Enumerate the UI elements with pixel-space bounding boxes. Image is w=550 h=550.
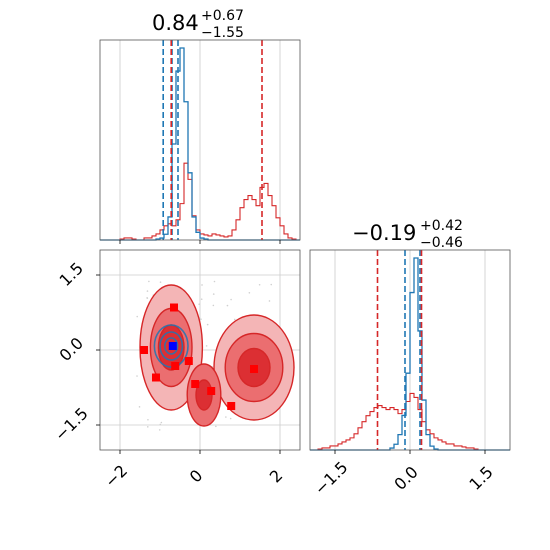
scatter-dot [200, 318, 202, 320]
tick-label-x2-2: 1.5 [465, 462, 496, 493]
contours [136, 280, 295, 431]
right-title-minus: −0.46 [420, 235, 463, 251]
scatter-dot [159, 423, 162, 426]
top-title: 0.84 +0.67 −1.55 [152, 8, 244, 41]
scatter-dot [248, 291, 251, 294]
sample-point-3 [152, 373, 160, 382]
panel-joint-contour [96, 249, 301, 454]
scatter-dot [136, 315, 139, 318]
truth-point [168, 342, 177, 350]
sample-point-2 [171, 362, 180, 370]
top-title-minus: −1.55 [201, 25, 244, 41]
scatter-dot [148, 280, 150, 283]
sample-point-8 [250, 365, 258, 373]
scatter-dot [229, 417, 232, 420]
hist-param2-series-b [310, 392, 510, 451]
scatter-dot [159, 281, 162, 283]
tick-label-x2-1: 0.0 [390, 462, 421, 493]
scatter-dot [212, 293, 215, 295]
scatter-dot [146, 290, 149, 292]
tick-label-y2-2: −1.5 [51, 404, 92, 445]
sample-point-4 [184, 357, 193, 365]
scatter-dot [270, 283, 273, 286]
scatter-dot [147, 418, 149, 421]
right-title-plus: +0.42 [420, 218, 463, 234]
tick-label-x1-0: −2 [101, 461, 131, 491]
panel-param2-histogram [309, 249, 511, 454]
scatter-dot [198, 303, 200, 306]
sample-point-1 [140, 346, 148, 354]
scatter-dot [138, 406, 141, 408]
contour-a-level-2 [164, 337, 179, 355]
tick-label-x1-2: 2 [266, 466, 287, 487]
tick-label-x2-0: −1.5 [311, 458, 352, 499]
scatter-dot [225, 416, 227, 418]
scatter-dot [226, 304, 229, 307]
top-title-plus: +0.67 [201, 8, 244, 24]
sample-point-0 [170, 303, 178, 312]
scatter-dot [136, 375, 138, 377]
tick-label-x1-1: 0 [186, 466, 207, 487]
sample-point-7 [227, 402, 236, 410]
sample-point-6 [207, 387, 216, 395]
scatter-dot [201, 284, 203, 286]
panel-param1-histogram [99, 39, 301, 244]
scatter-dot [206, 323, 209, 326]
right-title-value: −0.19 [352, 221, 416, 245]
sample-point-5 [191, 380, 200, 388]
scatter-dot [146, 426, 149, 428]
scatter-dot [268, 300, 271, 302]
scatter-dot [160, 421, 163, 424]
scatter-dot [230, 298, 232, 301]
right-title: −0.19 +0.42 −0.46 [352, 218, 463, 251]
scatter-dot [258, 283, 261, 286]
scatter-dot [158, 429, 161, 431]
tick-label-y2-0: 1.5 [56, 259, 87, 290]
top-title-value: 0.84 [152, 11, 199, 35]
tick-label-y2-1: 0.0 [56, 334, 87, 365]
scatter-dot [233, 318, 236, 321]
scatter-dot [213, 280, 216, 283]
scatter-dot [205, 345, 208, 347]
contour-a-level-1 [159, 331, 184, 361]
scatter-dot [212, 304, 215, 307]
hist-param1-series-b [100, 162, 300, 241]
scatter-dot [146, 297, 148, 299]
scatter-dot [215, 425, 217, 428]
scatter-dot [200, 298, 203, 300]
